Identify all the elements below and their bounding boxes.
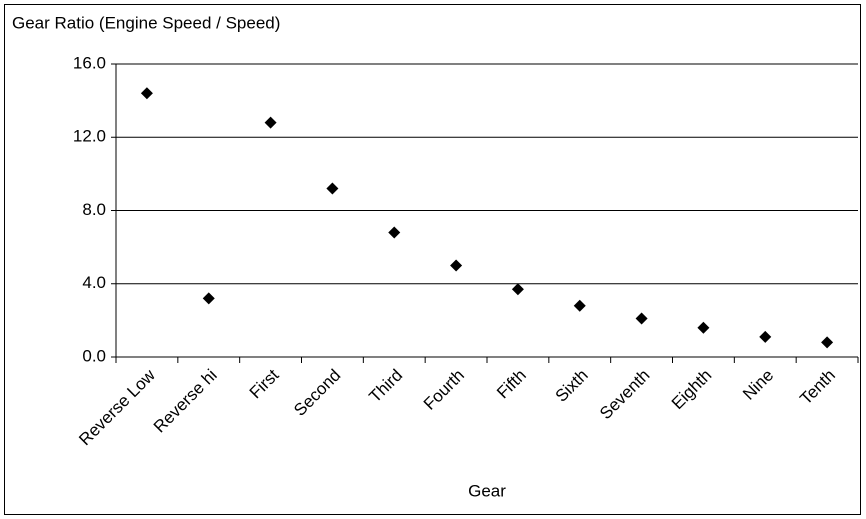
marker: [697, 321, 710, 334]
marker: [821, 336, 834, 349]
marker: [573, 299, 586, 312]
marker: [140, 87, 153, 100]
marker: [450, 259, 463, 272]
y-tick-label: 0.0: [82, 346, 106, 365]
marker: [202, 292, 215, 305]
x-axis-label: Gear: [468, 481, 506, 500]
marker: [635, 312, 648, 325]
y-tick-label: 8.0: [82, 200, 106, 219]
y-tick-label: 16.0: [73, 53, 106, 72]
marker: [511, 283, 524, 296]
marker: [388, 226, 401, 239]
y-tick-label: 4.0: [82, 273, 106, 292]
marker: [326, 182, 339, 195]
y-tick-label: 12.0: [73, 127, 106, 146]
chart-border: [4, 4, 861, 515]
marker: [264, 116, 277, 129]
chart-title: Gear Ratio (Engine Speed / Speed): [12, 13, 280, 32]
marker: [759, 330, 772, 343]
